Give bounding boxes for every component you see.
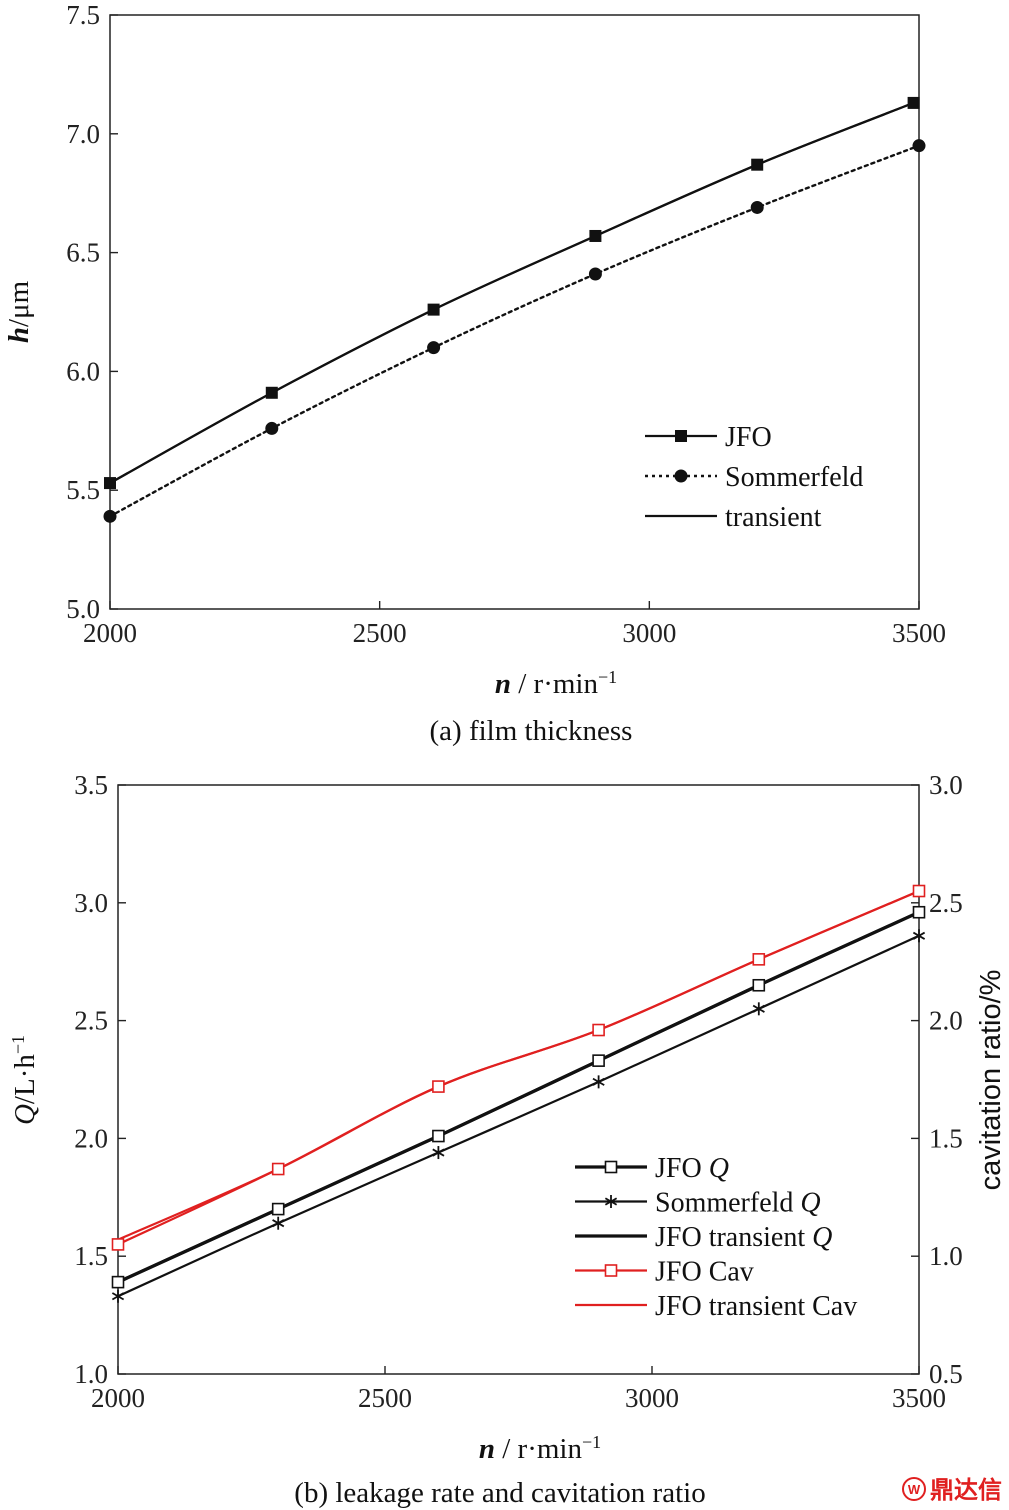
- watermark-text: 鼎达信: [930, 1476, 1002, 1504]
- panel-b-legend-marker: [604, 1264, 618, 1277]
- panel-b-y2-tick-label: 0.5: [929, 1359, 963, 1389]
- panel-a-series-0-point: [427, 303, 440, 316]
- panel-b-y-tick-label: 2.5: [74, 1006, 108, 1036]
- panel-a-y-tick-label: 7.5: [66, 0, 100, 30]
- watermark-logo: W 鼎达信: [902, 1476, 1002, 1504]
- panel-b-legend-label: Sommerfeld Q: [655, 1188, 821, 1219]
- panel-a-legend-marker: [674, 469, 688, 483]
- panel-b-series-0-point: [752, 978, 766, 992]
- panel-b-legend-label: JFO transient Q: [655, 1222, 832, 1253]
- panel-a-series-1-point: [588, 267, 602, 281]
- panel-a-series-0-point: [104, 477, 116, 490]
- panel-a-legend-label: Sommerfeld: [725, 462, 863, 493]
- panel-b-legend-marker: [604, 1160, 618, 1174]
- panel-a-x-tick-label: 3500: [892, 618, 946, 648]
- panel-b-x-tick-label: 3000: [625, 1383, 679, 1413]
- panel-b-x-tick-label: 3500: [892, 1383, 946, 1413]
- panel-b-y2-axis-label: cavitation ratio/%: [975, 970, 1007, 1191]
- panel-b-series-1-point: [912, 929, 926, 943]
- panel-b-y-tick-label: 3.5: [74, 770, 108, 800]
- panel-b-leakage-cavitation: 2000 2500 3000 3500 1.0 1.5 2.0 2.5 3.0 3.5 0.5 1.0…: [8, 770, 1007, 1509]
- panel-a-y-tick-label: 6.5: [66, 238, 100, 268]
- panel-a-legend-label: transient: [725, 502, 822, 533]
- panel-b-series-line-4: [116, 889, 921, 1241]
- watermark-icon: [902, 1477, 926, 1501]
- panel-b-plot-frame: [117, 784, 920, 1375]
- panel-b-y2-tick-label: 2.5: [929, 888, 963, 918]
- panel-b-series-line-1: [116, 934, 921, 1298]
- panel-b-y2-tick-label: 1.0: [929, 1241, 963, 1271]
- panel-a-y-axis-label: h/μm: [3, 280, 35, 343]
- panel-a-series-line-1: [108, 144, 921, 518]
- panel-b-legend-label: JFO Q: [655, 1153, 729, 1184]
- panel-b-y-tick-label: 1.5: [74, 1241, 108, 1271]
- panel-b-legend-label: JFO Cav: [655, 1257, 754, 1288]
- panel-a-series-0-point: [751, 158, 764, 171]
- panel-a-series-1-point: [103, 509, 117, 523]
- panel-b-series-0-point: [592, 1054, 605, 1067]
- panel-b-series-1-point: [432, 1146, 445, 1160]
- panel-b-series-3-point: [271, 1162, 285, 1176]
- panel-a-y-tick-label: 6.0: [66, 356, 100, 386]
- panel-b-series-0-point: [271, 1202, 285, 1216]
- panel-a-plot-frame: [109, 14, 920, 610]
- panel-b-series-1-point: [592, 1075, 605, 1089]
- watermark-icon-mark: W: [908, 1482, 921, 1497]
- panel-b-series-0-point: [111, 1275, 125, 1289]
- panel-b-series-3-point: [111, 1238, 125, 1251]
- panel-b-series: [111, 884, 926, 1303]
- panel-b-series-3-point: [912, 884, 926, 898]
- panel-b-series-line-2: [116, 910, 921, 1284]
- panel-a-series-line-2: [108, 101, 915, 485]
- panel-b-y-tick-label: 1.0: [74, 1359, 108, 1389]
- panel-a-series-0-point: [265, 386, 278, 399]
- panel-b-x-tick-label: 2500: [358, 1383, 412, 1413]
- panel-a-legend: JFO Sommerfeld transient: [645, 422, 863, 533]
- panel-a-ticks: 2000 2500 3000 3500 5.0 5.5 6.0 6.5 7.0 7.5: [66, 0, 946, 648]
- panel-b-legend-marker: [604, 1195, 618, 1208]
- panel-a-series-1-point: [912, 139, 926, 153]
- panel-a-series-1-point: [427, 341, 441, 355]
- panel-b-series-3-point: [432, 1080, 445, 1093]
- panel-b-series-1-point: [752, 1002, 765, 1016]
- panel-b-series-0-point: [432, 1129, 445, 1143]
- panel-b-series-3-point: [752, 953, 766, 966]
- panel-a-series-1-point: [750, 200, 764, 214]
- panel-a-series-line-0: [108, 101, 915, 485]
- panel-a-legend-marker: [675, 430, 687, 442]
- panel-b-series-3-point: [592, 1023, 605, 1037]
- panel-b-legend-label: JFO transient Cav: [655, 1291, 857, 1322]
- panel-a-film-thickness: 2000 2500 3000 3500 5.0 5.5 6.0 6.5 7.0 7.5 JFO So…: [3, 0, 946, 747]
- panel-a-series-0-point: [589, 229, 602, 242]
- panel-b-y2-tick-label: 2.0: [929, 1006, 963, 1036]
- panel-a-caption: (a) film thickness: [430, 715, 633, 747]
- panel-b-x-axis-label: n / r·min−1: [479, 1432, 601, 1465]
- panel-a-x-tick-label: 2000: [83, 618, 137, 648]
- panel-a-series-1-point: [265, 421, 279, 435]
- panel-a-y-tick-label: 5.5: [66, 475, 100, 505]
- panel-a-series-0-point: [907, 96, 920, 109]
- panel-a-x-tick-label: 3000: [622, 618, 676, 648]
- panel-a-series: [103, 96, 926, 523]
- panel-b-series-0-point: [912, 905, 926, 919]
- panel-b-x-tick-label: 2000: [91, 1383, 145, 1413]
- panel-a-y-tick-label: 7.0: [66, 119, 100, 149]
- panel-b-series-1-point: [272, 1216, 285, 1230]
- panel-b-y2-tick-label: 1.5: [929, 1123, 963, 1153]
- panel-a-x-tick-label: 2500: [353, 618, 407, 648]
- panel-b-y2-tick-label: 3.0: [929, 770, 963, 800]
- panel-b-series-1-point: [111, 1289, 125, 1303]
- panel-b-y-tick-label: 2.0: [74, 1123, 108, 1153]
- panel-b-y-tick-label: 3.0: [74, 888, 108, 918]
- panel-a-y-tick-label: 5.0: [66, 594, 100, 624]
- panel-b-caption: (b) leakage rate and cavitation ratio: [294, 1477, 705, 1509]
- panel-a-legend-label: JFO: [725, 422, 772, 453]
- panel-a-x-axis-label: n / r·min−1: [495, 667, 617, 700]
- panel-b-y-axis-label: Q/L·h−1: [8, 1035, 41, 1125]
- panel-b-ticks: 2000 2500 3000 3500 1.0 1.5 2.0 2.5 3.0 3.5 0.5 1.0…: [74, 770, 963, 1413]
